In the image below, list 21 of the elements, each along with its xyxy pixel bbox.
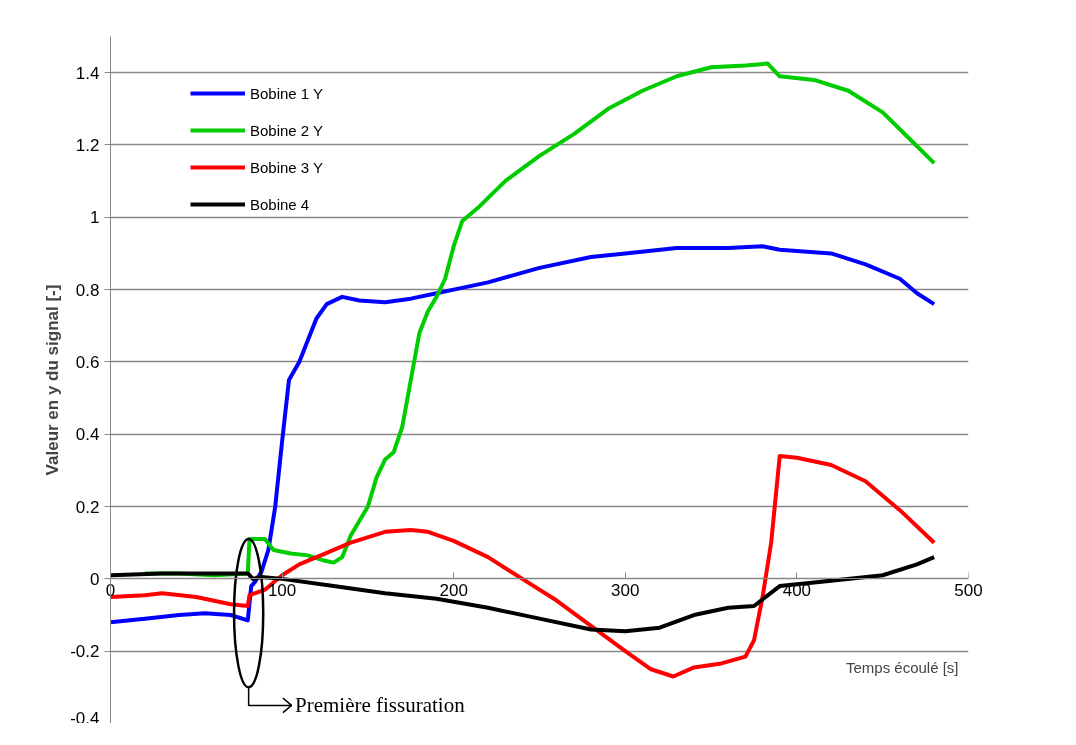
y-tick-label: -0.4 (70, 708, 100, 728)
line-series (142, 61, 937, 578)
x-tick-label: 200 (439, 580, 468, 600)
x-tick-label: 500 (954, 580, 983, 600)
y-tick-label: 0.4 (75, 425, 100, 445)
legend-label: Bobine 3 Y (250, 158, 324, 176)
legend-label: Bobine 2 Y (250, 121, 324, 139)
x-tick-label: 100 (267, 580, 297, 600)
legend-label: Bobine 4 (250, 195, 310, 213)
legend-label: Bobine 1 Y (250, 84, 324, 102)
y-tick-label: 1.4 (75, 63, 100, 83)
y-tick-label: 0.2 (75, 497, 100, 517)
annotation: Première fissuration (294, 693, 466, 718)
x-tick-label: 300 (611, 580, 640, 600)
y-tick-label: 1 (90, 208, 100, 228)
x-axis-title: Temps écoulé [s] (845, 659, 959, 677)
y-tick-label: -0.2 (70, 642, 100, 662)
y-axis-title: Valeur en y du signal [-] (43, 284, 63, 476)
y-tick-label: 0.8 (75, 280, 100, 300)
y-tick-label: 1.2 (75, 135, 100, 155)
y-tick-label: 0.6 (75, 352, 100, 372)
